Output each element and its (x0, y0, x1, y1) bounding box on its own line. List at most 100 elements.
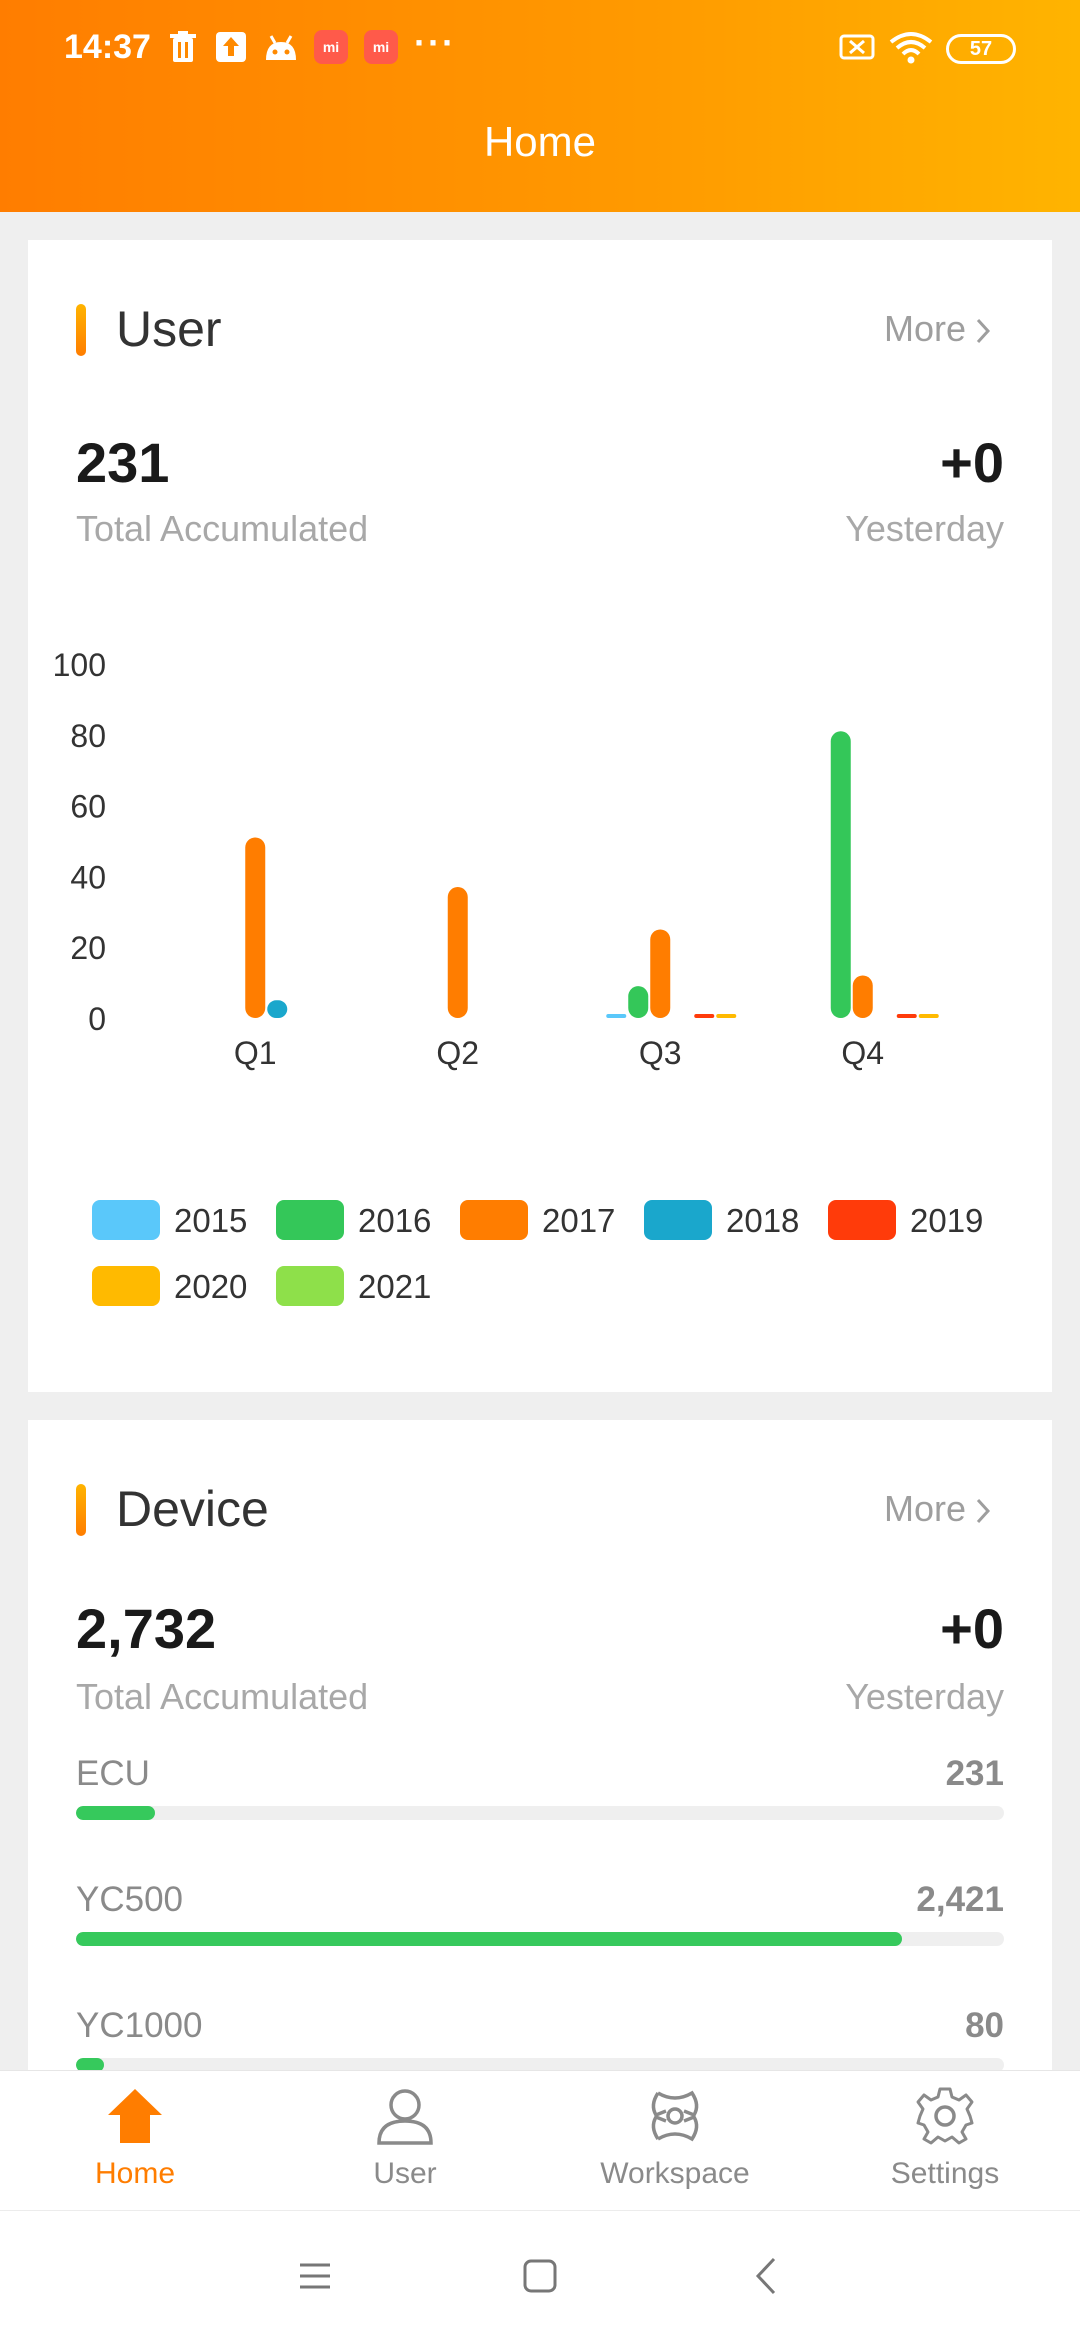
workspace-icon (651, 2090, 699, 2142)
device-row-ecu[interactable]: ECU 231 (76, 1754, 1004, 1844)
yesterday-label: Yesterday (845, 508, 1004, 549)
nav-user[interactable]: User (270, 2071, 540, 2211)
chevron-right-icon (976, 1499, 991, 1524)
status-bar: 14:37 mi mi ··· 57 (0, 0, 1080, 100)
no-sim-icon (839, 34, 875, 60)
wifi-icon (889, 32, 933, 64)
menu-icon[interactable] (290, 2251, 340, 2301)
y-tick-label: 80 (70, 718, 106, 754)
device-name: ECU (76, 1754, 150, 1793)
nav-label: Workspace (600, 2157, 750, 2190)
nav-workspace[interactable]: Workspace (540, 2071, 810, 2211)
back-icon[interactable] (742, 2251, 792, 2301)
nav-label: Settings (890, 2157, 1000, 2190)
home-square-icon[interactable] (515, 2251, 565, 2301)
bar-2015-Q3 (606, 1014, 627, 1018)
legend-swatch (92, 1266, 160, 1306)
app-header: 14:37 mi mi ··· 57 Home (0, 0, 1080, 212)
more-label: More (883, 1488, 966, 1529)
bar-2018-Q1 (267, 1000, 288, 1018)
legend-swatch (276, 1200, 344, 1240)
accent-bar (76, 1484, 86, 1536)
legend-swatch (92, 1200, 160, 1240)
nav-label: Home (94, 2157, 176, 2190)
system-nav-bar (0, 2210, 1080, 2341)
legend-label: 2016 (358, 1202, 432, 1239)
progress-track (76, 2058, 1004, 2072)
x-tick-label: Q3 (639, 1035, 682, 1071)
user-more-link[interactable]: More (884, 308, 992, 350)
mi-icon: mi (364, 30, 398, 64)
trash-icon (170, 31, 196, 62)
nav-settings[interactable]: Settings (810, 2071, 1080, 2211)
device-row-yc500[interactable]: YC500 2,421 (76, 1880, 1004, 1970)
bar-2016-Q3 (628, 986, 649, 1018)
bar-2019-Q4 (896, 1014, 917, 1018)
legend-swatch (828, 1200, 896, 1240)
total-label: Total Accumulated (76, 508, 369, 549)
y-tick-label: 40 (70, 859, 106, 895)
device-count: 231 (945, 1754, 1004, 1793)
status-time: 14:37 (64, 28, 151, 66)
device-card: Device More 2,732 +0 Total Accumulated Y… (28, 1420, 1052, 2120)
chevron-right-icon (976, 319, 991, 344)
progress-fill (76, 1806, 155, 1820)
android-icon (266, 35, 296, 60)
device-count: 80 (965, 2006, 1004, 2045)
device-name: YC1000 (76, 2006, 203, 2045)
user-total: 231 (76, 431, 170, 494)
bar-2017-Q2 (447, 887, 468, 1018)
yesterday-label: Yesterday (845, 1676, 1004, 1717)
user-icon (377, 2089, 433, 2145)
progress-fill (76, 2058, 104, 2072)
card-title: Device (116, 1481, 269, 1537)
accent-bar (76, 304, 86, 356)
nav-label: User (373, 2157, 437, 2190)
battery-indicator: 57 (946, 34, 1016, 64)
bar-2019-Q3 (694, 1014, 715, 1018)
device-more-link[interactable]: More (884, 1488, 992, 1530)
home-icon (108, 2089, 162, 2143)
device-name: YC500 (76, 1880, 184, 1919)
y-tick-label: 60 (70, 789, 106, 825)
legend-label: 2019 (910, 1202, 984, 1239)
legend-label: 2017 (542, 1202, 616, 1239)
page-title: Home (483, 118, 597, 165)
bar-2017-Q3 (650, 929, 671, 1018)
y-tick-label: 20 (70, 930, 106, 966)
progress-track (76, 1932, 1004, 1946)
x-tick-label: Q4 (841, 1035, 884, 1071)
legend-label: 2020 (174, 1268, 248, 1305)
more-dots: ··· (414, 22, 456, 63)
x-tick-label: Q2 (436, 1035, 479, 1071)
progress-track (76, 1806, 1004, 1820)
device-yesterday: +0 (940, 1597, 1004, 1660)
y-tick-label: 100 (53, 647, 106, 683)
legend-swatch (276, 1266, 344, 1306)
x-tick-label: Q1 (234, 1035, 277, 1071)
nav-home[interactable]: Home (0, 2071, 270, 2211)
card-title: User (116, 301, 222, 357)
bar-2020-Q4 (918, 1014, 939, 1018)
device-count: 2,421 (916, 1880, 1004, 1919)
legend-label: 2015 (174, 1202, 248, 1239)
user-yesterday: +0 (940, 431, 1004, 494)
bar-2017-Q4 (852, 975, 873, 1018)
legend-swatch (644, 1200, 712, 1240)
legend-label: 2018 (726, 1202, 800, 1239)
bar-2016-Q4 (830, 731, 851, 1018)
progress-fill (76, 1932, 902, 1946)
legend-swatch (460, 1200, 528, 1240)
device-total: 2,732 (76, 1597, 217, 1660)
mi-icon: mi (314, 30, 348, 64)
bottom-nav: Home User Workspace Settings (0, 2070, 1080, 2211)
gear-icon (916, 2087, 974, 2145)
legend-label: 2021 (358, 1268, 432, 1305)
bar-2020-Q3 (716, 1014, 737, 1018)
total-label: Total Accumulated (76, 1676, 369, 1717)
y-tick-label: 0 (88, 1001, 106, 1037)
device-row-yc1000[interactable]: YC1000 80 (76, 2006, 1004, 2096)
bar-2017-Q1 (245, 837, 266, 1018)
more-label: More (883, 308, 966, 349)
upload-icon (216, 32, 246, 62)
